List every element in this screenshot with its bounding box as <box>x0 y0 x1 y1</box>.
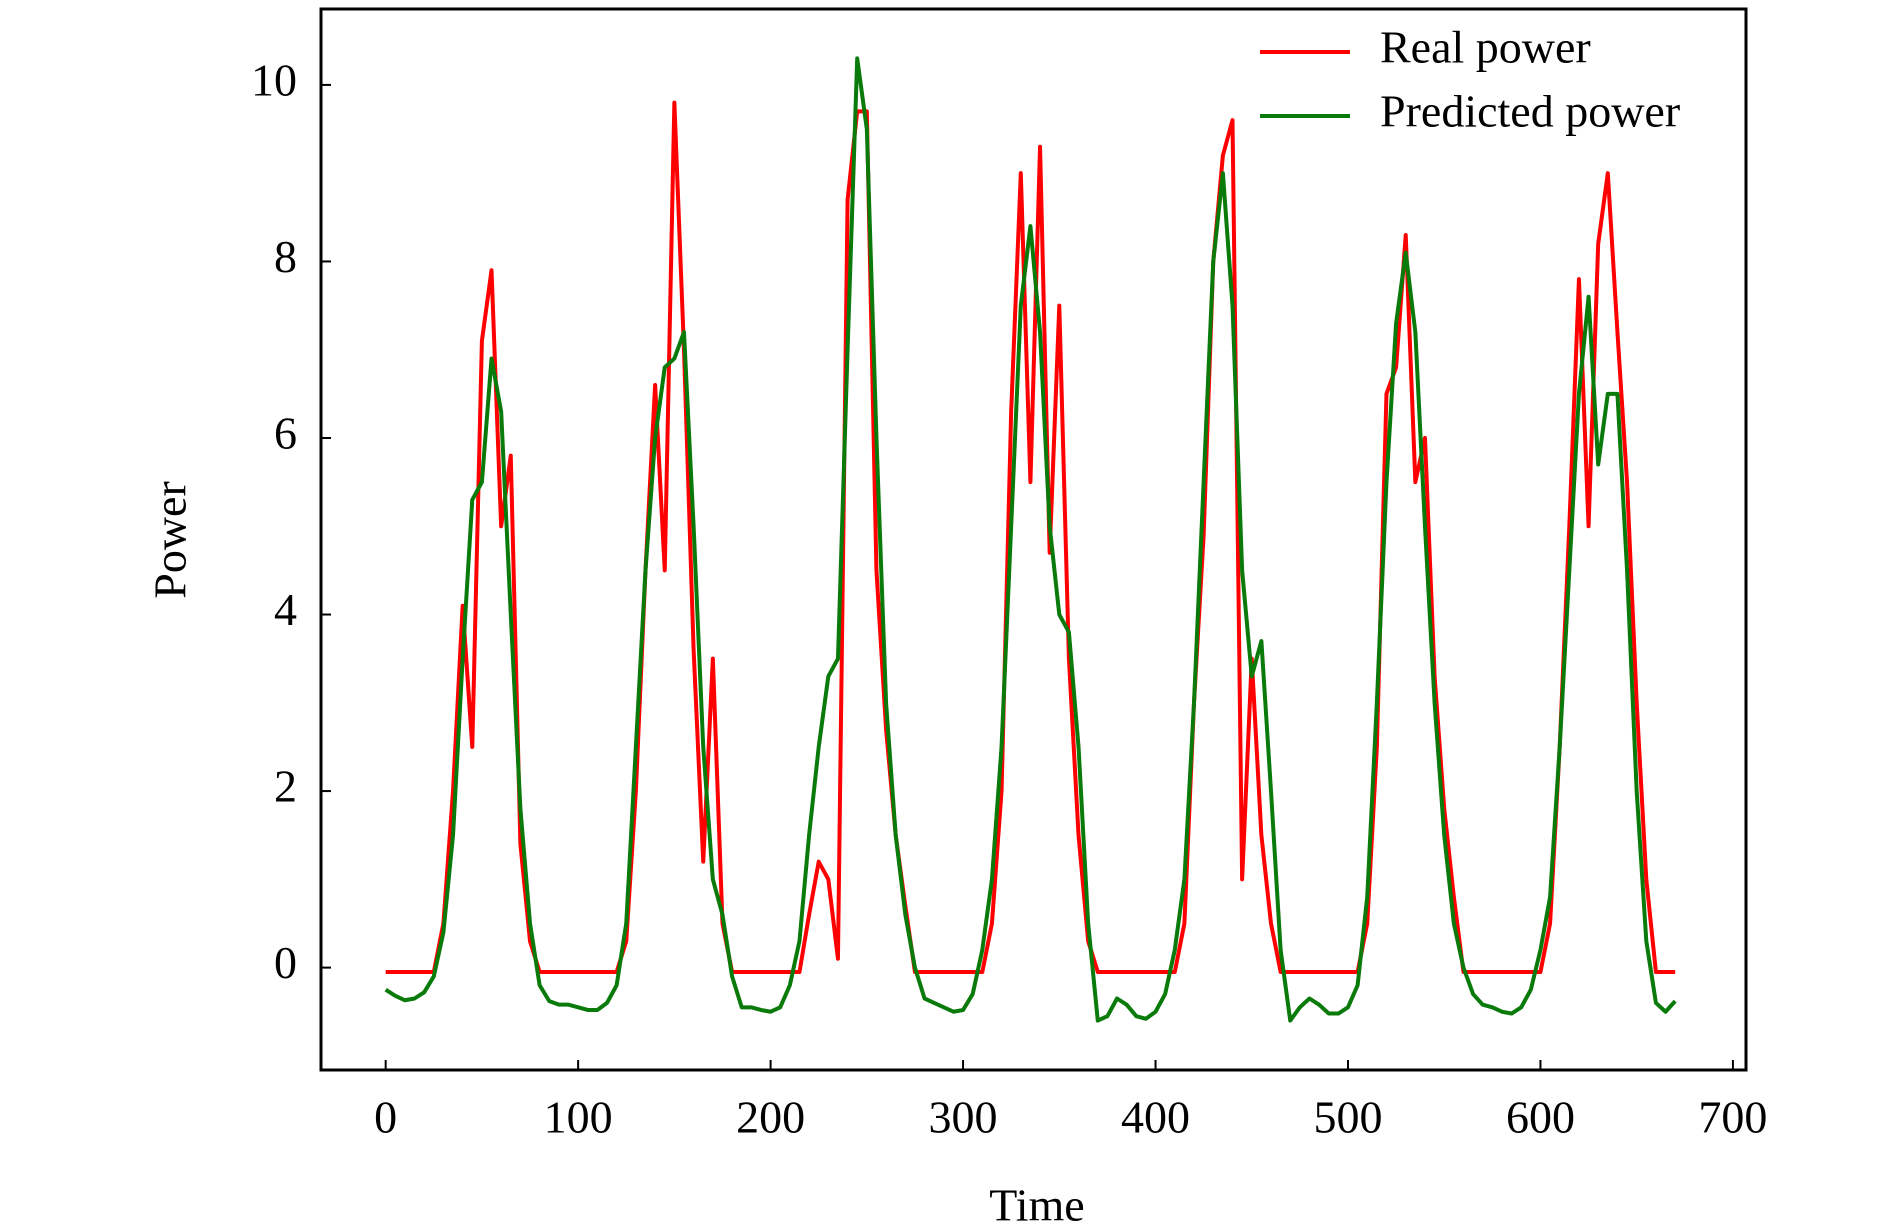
legend-label: Real power <box>1380 22 1591 73</box>
x-tick-label: 300 <box>929 1092 998 1143</box>
y-tick-label: 6 <box>274 408 297 459</box>
x-tick-label: 600 <box>1506 1092 1575 1143</box>
x-tick-label: 100 <box>544 1092 613 1143</box>
y-axis-label: Power <box>145 481 196 599</box>
series-line <box>384 56 1677 1023</box>
y-tick-label: 0 <box>274 937 297 988</box>
y-tick-label: 10 <box>251 54 297 105</box>
y-tick-label: 4 <box>274 584 297 635</box>
y-tick-label: 8 <box>274 231 297 282</box>
x-tick-label: 400 <box>1121 1092 1190 1143</box>
x-tick-label: 700 <box>1698 1092 1767 1143</box>
x-axis-label: Time <box>989 1180 1084 1229</box>
plot-frame <box>319 7 1748 1072</box>
y-tick-label: 2 <box>274 761 297 812</box>
x-tick-label: 200 <box>736 1092 805 1143</box>
x-tick-label: 500 <box>1313 1092 1382 1143</box>
legend-label: Predicted power <box>1380 86 1680 137</box>
x-tick-label: 0 <box>374 1092 397 1143</box>
